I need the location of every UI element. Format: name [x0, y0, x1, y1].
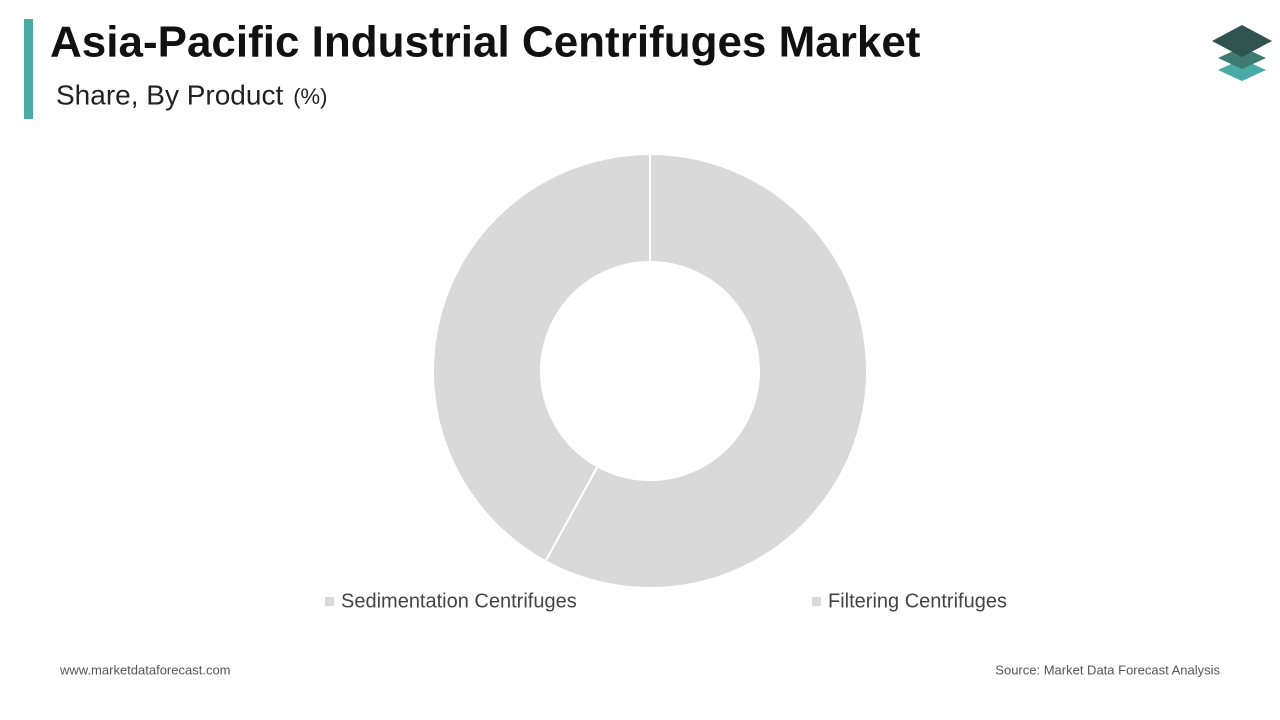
- legend-label: Filtering Centrifuges: [828, 590, 1007, 612]
- slice: [544, 152, 868, 589]
- chart-title: Asia-Pacific Industrial Centrifuges Mark…: [50, 18, 921, 67]
- chart-subtitle: Share, By Product: [56, 79, 283, 110]
- legend-marker: [325, 597, 334, 606]
- logo: [1212, 25, 1272, 81]
- legend-marker: [812, 597, 821, 606]
- plot: Sedimentation Centrifuges Filtering Centr…: [325, 152, 1007, 612]
- slice: [431, 152, 651, 563]
- legend-label: Sedimentation Centrifuges: [341, 590, 577, 612]
- footer-right: Source: Market Data Forecast Analysis: [995, 662, 1220, 677]
- footer-left: www.marketdataforecast.com: [59, 662, 231, 677]
- unit-label: (%): [293, 84, 327, 109]
- accent-bar: [24, 19, 33, 119]
